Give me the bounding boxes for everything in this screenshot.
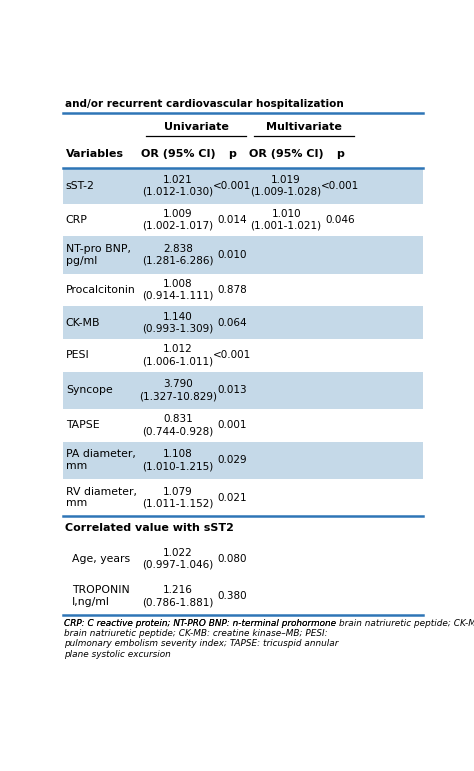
- Text: Multivariate: Multivariate: [266, 122, 342, 132]
- Text: 2.838
(1.281-6.286): 2.838 (1.281-6.286): [142, 244, 214, 266]
- Text: Correlated value with sST2: Correlated value with sST2: [65, 524, 234, 534]
- Text: CRP: C reactive protein; NT-PRO BNP: n-terminal prohormone brain natriuretic pep: CRP: C reactive protein; NT-PRO BNP: n-t…: [64, 618, 474, 628]
- Text: 0.878: 0.878: [217, 285, 247, 295]
- Bar: [63, 339, 423, 372]
- Text: 0.831
(0.744-0.928): 0.831 (0.744-0.928): [143, 415, 214, 436]
- Bar: [63, 236, 423, 274]
- Bar: [63, 517, 423, 540]
- Text: CK-MB: CK-MB: [66, 318, 100, 328]
- Bar: [63, 168, 423, 204]
- Text: 1.012
(1.006-1.011): 1.012 (1.006-1.011): [143, 345, 214, 366]
- Bar: [63, 96, 423, 113]
- Bar: [63, 306, 423, 339]
- Text: p: p: [228, 150, 236, 160]
- Text: Variables: Variables: [66, 150, 124, 160]
- Text: 0.014: 0.014: [217, 215, 247, 225]
- Text: 0.080: 0.080: [218, 554, 247, 564]
- Text: 0.064: 0.064: [217, 318, 247, 328]
- Text: TROPONIN
I,ng/ml: TROPONIN I,ng/ml: [72, 585, 130, 607]
- Bar: [63, 442, 423, 479]
- Text: 0.029: 0.029: [217, 456, 247, 466]
- Text: and/or recurrent cardiovascular hospitalization: and/or recurrent cardiovascular hospital…: [65, 99, 344, 109]
- Text: CRP: C reactive protein; NT-PRO BNP: n-terminal prohormone
brain natriuretic pep: CRP: C reactive protein; NT-PRO BNP: n-t…: [64, 618, 338, 658]
- Text: 1.019
(1.009-1.028): 1.019 (1.009-1.028): [251, 175, 322, 197]
- Text: 0.380: 0.380: [217, 591, 247, 601]
- Text: OR (95% CI): OR (95% CI): [249, 150, 323, 160]
- Bar: [63, 372, 423, 409]
- Bar: [63, 409, 423, 442]
- Bar: [63, 204, 423, 236]
- Text: OR (95% CI): OR (95% CI): [141, 150, 216, 160]
- Bar: [63, 540, 423, 577]
- Text: TAPSE: TAPSE: [66, 420, 100, 430]
- Text: 1.021
(1.012-1.030): 1.021 (1.012-1.030): [143, 175, 214, 197]
- Text: 1.022
(0.997-1.046): 1.022 (0.997-1.046): [143, 548, 214, 570]
- Bar: [63, 113, 423, 140]
- Bar: [63, 577, 423, 615]
- Text: <0.001: <0.001: [213, 180, 251, 190]
- Text: 1.079
(1.011-1.152): 1.079 (1.011-1.152): [142, 487, 214, 509]
- Text: 0.046: 0.046: [325, 215, 355, 225]
- Text: Univariate: Univariate: [164, 122, 228, 132]
- Text: CRP: CRP: [66, 215, 88, 225]
- Text: 0.010: 0.010: [218, 250, 247, 260]
- Text: 1.216
(0.786-1.881): 1.216 (0.786-1.881): [142, 585, 214, 607]
- Bar: [63, 615, 423, 704]
- Text: 1.010
(1.001-1.021): 1.010 (1.001-1.021): [251, 209, 322, 231]
- Bar: [63, 140, 423, 168]
- Text: NT-pro BNP,
pg/ml: NT-pro BNP, pg/ml: [66, 244, 131, 266]
- Text: sST-2: sST-2: [66, 180, 95, 190]
- Text: Syncope: Syncope: [66, 386, 113, 396]
- Text: <0.001: <0.001: [213, 350, 251, 360]
- Text: 0.021: 0.021: [217, 493, 247, 503]
- Text: <0.001: <0.001: [321, 180, 359, 190]
- Text: Age, years: Age, years: [72, 554, 130, 564]
- Text: PESI: PESI: [66, 350, 90, 360]
- Text: p: p: [336, 150, 344, 160]
- Text: 1.108
(1.010-1.215): 1.108 (1.010-1.215): [143, 449, 214, 471]
- Text: 3.790
(1.327-10.829): 3.790 (1.327-10.829): [139, 379, 217, 401]
- Text: 1.008
(0.914-1.111): 1.008 (0.914-1.111): [142, 279, 214, 301]
- Text: RV diameter,
mm: RV diameter, mm: [66, 487, 137, 509]
- Text: 1.009
(1.002-1.017): 1.009 (1.002-1.017): [143, 209, 214, 231]
- Text: 0.013: 0.013: [217, 386, 247, 396]
- Bar: [63, 479, 423, 517]
- Text: Procalcitonin: Procalcitonin: [66, 285, 136, 295]
- Text: 0.001: 0.001: [218, 420, 247, 430]
- Bar: [63, 274, 423, 306]
- Text: 1.140
(0.993-1.309): 1.140 (0.993-1.309): [143, 311, 214, 333]
- Text: PA diameter,
mm: PA diameter, mm: [66, 449, 136, 471]
